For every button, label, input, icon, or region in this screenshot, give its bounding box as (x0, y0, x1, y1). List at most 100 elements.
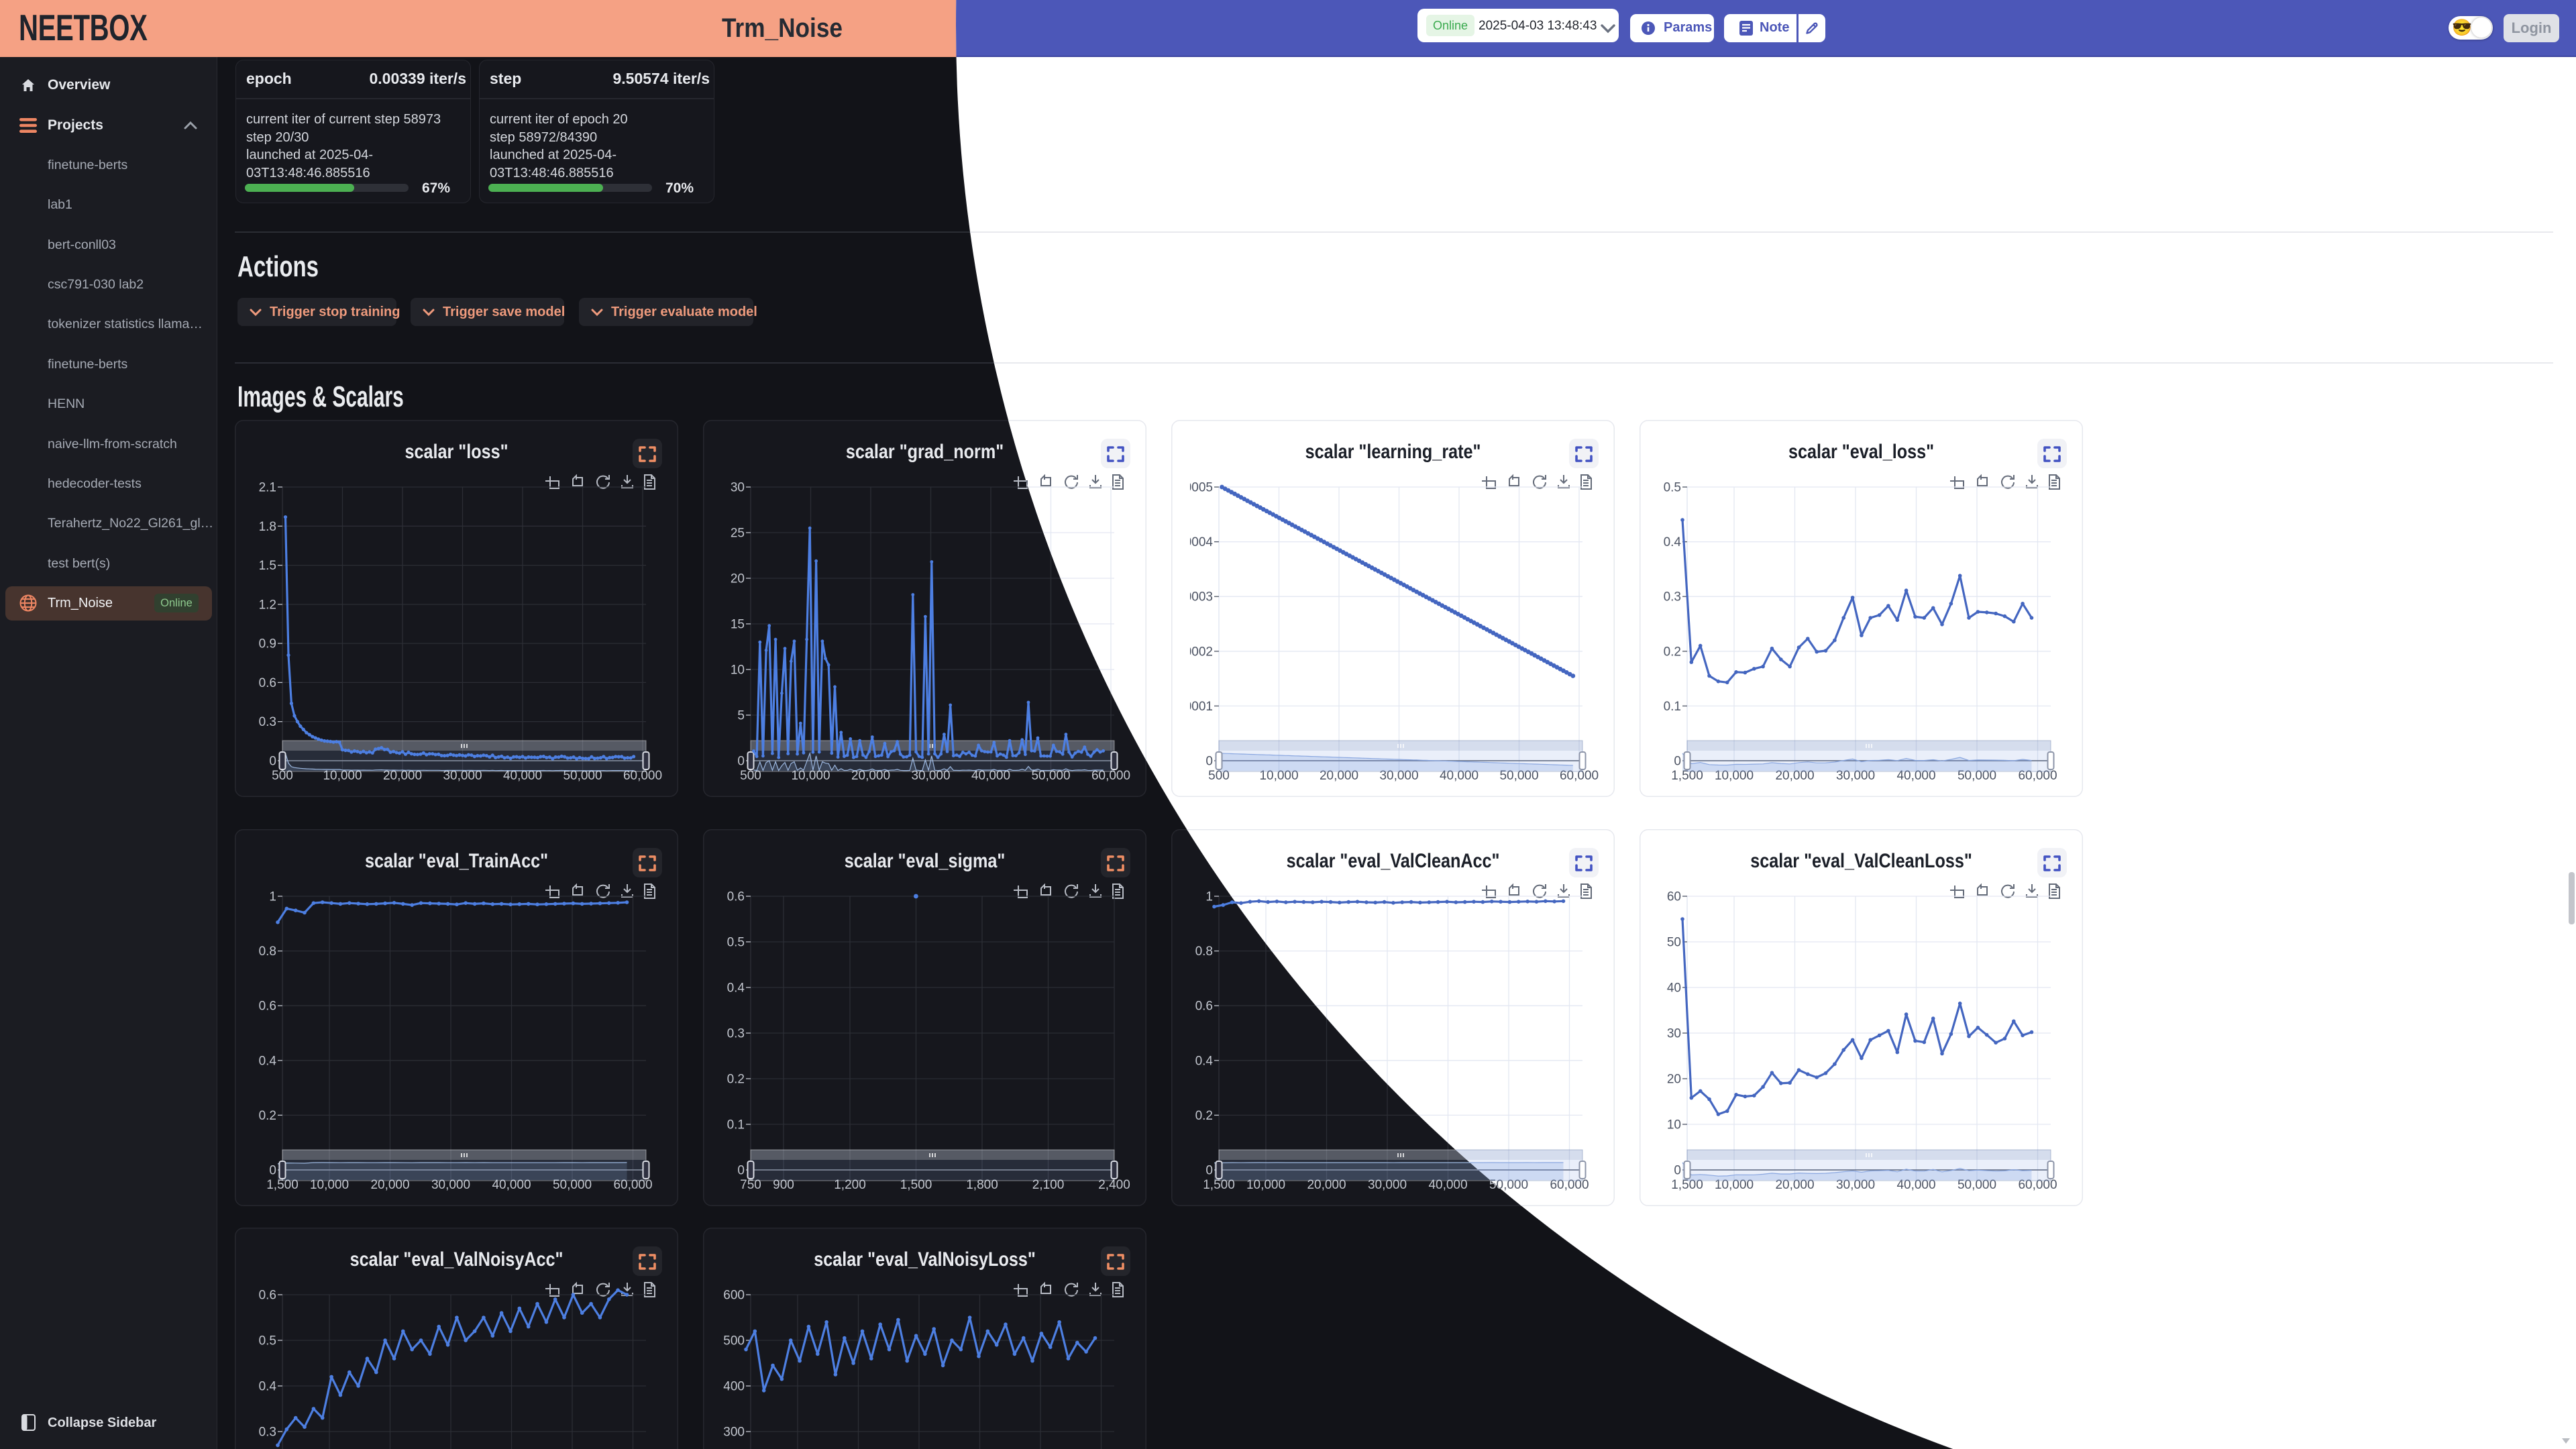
svg-text:500: 500 (1208, 769, 1230, 783)
svg-text:50,000: 50,000 (553, 1178, 592, 1192)
svg-text:0.0004: 0.0004 (1174, 535, 1214, 549)
svg-text:0.6: 0.6 (259, 1289, 276, 1303)
svg-text:30,000: 30,000 (911, 769, 950, 783)
svg-text:10,000: 10,000 (1259, 769, 1298, 783)
svg-text:20: 20 (731, 572, 745, 586)
svg-text:40: 40 (1667, 981, 1681, 996)
svg-text:0.0002: 0.0002 (1174, 645, 1213, 659)
svg-text:0.5: 0.5 (727, 936, 745, 950)
svg-text:1.8: 1.8 (259, 520, 276, 534)
svg-text:1,500: 1,500 (1671, 1178, 1703, 1192)
svg-text:scalar "eval_ValNoisyLoss": scalar "eval_ValNoisyLoss" (814, 1248, 1036, 1271)
svg-text:0.6: 0.6 (259, 676, 276, 690)
svg-text:0.1: 0.1 (727, 1118, 745, 1132)
svg-text:0: 0 (1674, 755, 1681, 769)
svg-text:30,000: 30,000 (1836, 769, 1875, 783)
svg-text:0.4: 0.4 (259, 1054, 277, 1068)
svg-text:60,000: 60,000 (1091, 769, 1130, 783)
svg-text:60,000: 60,000 (2018, 769, 2057, 783)
svg-text:60,000: 60,000 (1550, 1178, 1589, 1192)
svg-text:20,000: 20,000 (370, 1178, 409, 1192)
svg-text:300: 300 (723, 1426, 745, 1440)
svg-text:1,800: 1,800 (966, 1178, 998, 1192)
svg-text:50: 50 (1667, 936, 1681, 950)
svg-text:20,000: 20,000 (1320, 769, 1358, 783)
svg-text:0.5: 0.5 (259, 1334, 276, 1348)
svg-text:30,000: 30,000 (1379, 769, 1418, 783)
svg-text:0.3: 0.3 (259, 1426, 276, 1440)
svg-text:30,000: 30,000 (1836, 1178, 1875, 1192)
svg-text:10: 10 (1667, 1118, 1681, 1132)
svg-text:30,000: 30,000 (1368, 1178, 1407, 1192)
svg-text:0.2: 0.2 (1664, 645, 1681, 659)
svg-text:0: 0 (1205, 755, 1213, 769)
svg-text:1,500: 1,500 (1203, 1178, 1235, 1192)
svg-text:750: 750 (740, 1178, 761, 1192)
svg-text:1,500: 1,500 (900, 1178, 932, 1192)
svg-text:0.2: 0.2 (1195, 1109, 1213, 1123)
svg-text:0.0001: 0.0001 (1174, 700, 1213, 714)
svg-text:0.3: 0.3 (259, 715, 276, 729)
svg-text:10,000: 10,000 (1715, 1178, 1754, 1192)
svg-text:0.6: 0.6 (727, 890, 745, 904)
svg-text:50,000: 50,000 (1031, 769, 1070, 783)
svg-text:50,000: 50,000 (1957, 1178, 1996, 1192)
svg-text:2.1: 2.1 (259, 481, 276, 495)
svg-text:0.3: 0.3 (727, 1027, 745, 1041)
svg-text:0.2: 0.2 (727, 1073, 745, 1087)
svg-text:20,000: 20,000 (1775, 1178, 1814, 1192)
svg-text:50,000: 50,000 (1499, 769, 1538, 783)
svg-text:20,000: 20,000 (851, 769, 890, 783)
svg-text:0.3: 0.3 (1664, 590, 1681, 604)
svg-text:10,000: 10,000 (310, 1178, 349, 1192)
svg-text:20: 20 (1667, 1073, 1681, 1087)
svg-text:40,000: 40,000 (492, 1178, 531, 1192)
svg-text:scalar "eval_ValCleanAcc": scalar "eval_ValCleanAcc" (1287, 849, 1500, 872)
svg-text:scalar "eval_TrainAcc": scalar "eval_TrainAcc" (365, 849, 548, 872)
svg-text:1,500: 1,500 (1671, 769, 1703, 783)
svg-text:scalar "loss": scalar "loss" (405, 440, 508, 463)
svg-text:2,100: 2,100 (1032, 1178, 1065, 1192)
svg-text:20,000: 20,000 (1307, 1178, 1346, 1192)
svg-text:40,000: 40,000 (1896, 769, 1935, 783)
svg-text:40,000: 40,000 (1440, 769, 1479, 783)
svg-text:25: 25 (731, 527, 745, 541)
svg-text:900: 900 (773, 1178, 794, 1192)
svg-text:0.2: 0.2 (259, 1109, 276, 1123)
svg-text:0.1: 0.1 (1664, 700, 1681, 714)
svg-text:0: 0 (269, 755, 276, 769)
svg-text:0.4: 0.4 (259, 1380, 277, 1394)
svg-text:500: 500 (740, 769, 761, 783)
svg-text:40,000: 40,000 (1896, 1178, 1935, 1192)
svg-text:0.4: 0.4 (1664, 535, 1682, 549)
svg-text:60,000: 60,000 (613, 1178, 652, 1192)
svg-text:1,500: 1,500 (266, 1178, 299, 1192)
svg-text:500: 500 (723, 1334, 745, 1348)
svg-text:0.4: 0.4 (1195, 1054, 1214, 1068)
svg-text:0: 0 (737, 1164, 745, 1178)
svg-text:0: 0 (269, 1164, 276, 1178)
svg-text:0: 0 (737, 755, 745, 769)
svg-text:0: 0 (1205, 1164, 1213, 1178)
svg-text:60,000: 60,000 (623, 769, 662, 783)
svg-text:0.6: 0.6 (1195, 1000, 1213, 1014)
svg-text:40,000: 40,000 (503, 769, 542, 783)
svg-text:50,000: 50,000 (563, 769, 602, 783)
svg-text:1.2: 1.2 (259, 598, 276, 612)
svg-text:50,000: 50,000 (1957, 769, 1996, 783)
svg-text:40,000: 40,000 (971, 769, 1010, 783)
svg-text:30: 30 (1667, 1027, 1681, 1041)
svg-text:1,200: 1,200 (834, 1178, 866, 1192)
svg-text:10,000: 10,000 (323, 769, 362, 783)
svg-text:0.0003: 0.0003 (1174, 590, 1213, 604)
svg-text:60,000: 60,000 (2018, 1178, 2057, 1192)
svg-text:scalar "eval_loss": scalar "eval_loss" (1788, 440, 1934, 463)
svg-text:60: 60 (1667, 890, 1681, 904)
svg-text:0.6: 0.6 (259, 1000, 276, 1014)
svg-text:1: 1 (269, 890, 276, 904)
svg-text:30: 30 (731, 481, 745, 495)
svg-text:2,400: 2,400 (1098, 1178, 1130, 1192)
svg-text:0.0005: 0.0005 (1174, 481, 1213, 495)
svg-text:10,000: 10,000 (1715, 769, 1754, 783)
svg-text:1: 1 (1205, 890, 1213, 904)
